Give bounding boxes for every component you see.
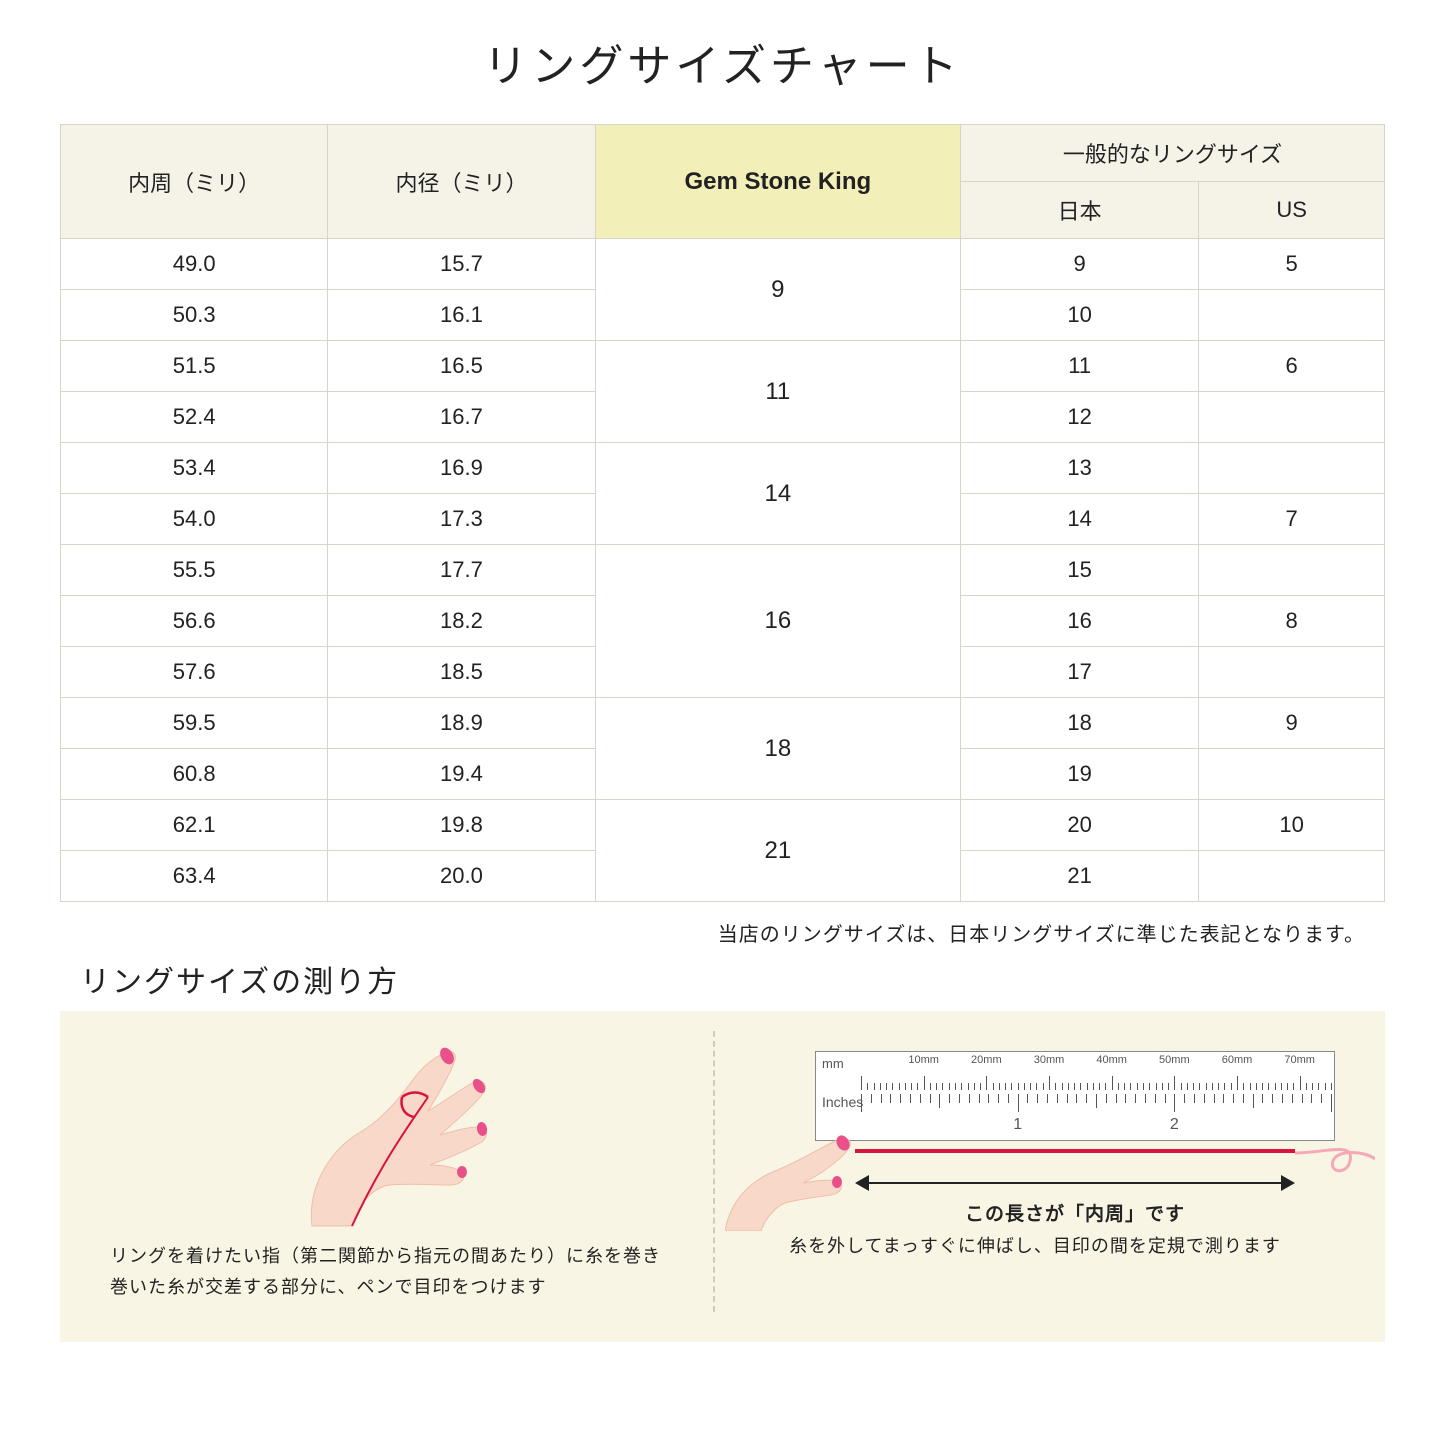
- gsk-size: 21: [595, 800, 960, 902]
- ruler-diagram: mm Inches 10mm20mm30mm40mm50mm60mm70mm 1…: [735, 1051, 1335, 1141]
- howto-title: リングサイズの測り方: [80, 957, 1385, 1001]
- gsk-size: 14: [595, 443, 960, 545]
- thread-curl-icon: [1295, 1131, 1375, 1181]
- table-row: 49.015.7995: [61, 239, 1385, 290]
- th-diameter: 内径（ミリ）: [328, 125, 595, 239]
- step2-caption: 糸を外してまっすぐに伸ばし、目印の間を定規で測ります: [735, 1231, 1335, 1262]
- table-row: 51.516.511116: [61, 341, 1385, 392]
- gsk-size: 16: [595, 545, 960, 698]
- arrow-label: この長さが「内周」です: [855, 1199, 1295, 1226]
- ring-size-table: 内周（ミリ） 内径（ミリ） Gem Stone King 一般的なリングサイズ …: [60, 124, 1385, 902]
- page-title: リングサイズチャート: [60, 30, 1385, 94]
- gsk-size: 18: [595, 698, 960, 800]
- th-general: 一般的なリングサイズ: [961, 125, 1385, 182]
- th-circumference: 内周（ミリ）: [61, 125, 328, 239]
- length-arrow: [855, 1171, 1295, 1195]
- gsk-size: 9: [595, 239, 960, 341]
- hand-wrap-icon: [252, 1041, 552, 1231]
- table-row: 62.119.8212010: [61, 800, 1385, 851]
- howto-step-2: mm Inches 10mm20mm30mm40mm50mm60mm70mm 1…: [713, 1031, 1355, 1312]
- howto-step-1: リングを着けたい指（第二関節から指元の間あたり）に糸を巻き 巻いた糸が交差する部…: [90, 1031, 713, 1312]
- gsk-size: 11: [595, 341, 960, 443]
- th-jp: 日本: [961, 182, 1199, 239]
- step1-caption: リングを着けたい指（第二関節から指元の間あたり）に糸を巻き 巻いた糸が交差する部…: [110, 1241, 693, 1302]
- table-row: 55.517.71615: [61, 545, 1385, 596]
- thread-line: [855, 1149, 1295, 1153]
- th-gsk: Gem Stone King: [595, 125, 960, 239]
- hand-point-icon: [725, 1121, 865, 1231]
- table-row: 59.518.918189: [61, 698, 1385, 749]
- table-note: 当店のリングサイズは、日本リングサイズに準じた表記となります。: [60, 918, 1385, 947]
- ruler-icon: mm Inches 10mm20mm30mm40mm50mm60mm70mm 1…: [815, 1051, 1335, 1141]
- table-row: 53.416.91413: [61, 443, 1385, 494]
- th-us: US: [1199, 182, 1385, 239]
- howto-panel: リングを着けたい指（第二関節から指元の間あたり）に糸を巻き 巻いた糸が交差する部…: [60, 1011, 1385, 1342]
